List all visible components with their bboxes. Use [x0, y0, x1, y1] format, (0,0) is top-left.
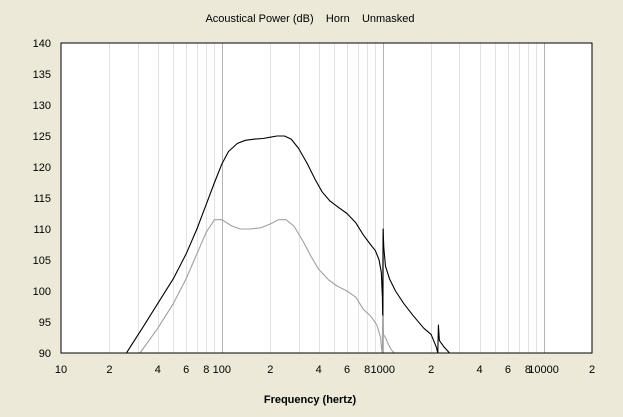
x-tick-label: 6 — [505, 364, 511, 376]
y-tick-label: 115 — [33, 193, 51, 205]
x-tick-label: 6 — [344, 364, 350, 376]
x-tick-label: 2 — [267, 364, 273, 376]
chart-title: Acoustical Power (dB) Horn Unmasked — [205, 13, 414, 25]
x-tick-label: 2 — [428, 364, 434, 376]
x-tick-label: 2 — [106, 364, 112, 376]
y-tick-label: 140 — [33, 38, 51, 50]
y-tick-label: 130 — [33, 100, 51, 112]
y-tick-label: 95 — [39, 317, 51, 329]
x-tick-label: 4 — [316, 364, 322, 376]
x-tick-label: 10 — [55, 364, 67, 376]
x-tick-label: 4 — [477, 364, 483, 376]
x-tick-label: 4 — [155, 364, 161, 376]
plot-frame — [60, 42, 593, 354]
x-tick-label: 1000 — [370, 364, 394, 376]
y-tick-label: 110 — [33, 224, 51, 236]
series-2-line — [139, 219, 395, 354]
plot-area — [61, 43, 592, 353]
series-1-line — [125, 135, 450, 354]
x-tick-label: 8 — [525, 364, 531, 376]
grid-lines — [109, 43, 545, 353]
y-tick-label: 100 — [33, 286, 51, 298]
x-tick-label: 2 — [589, 364, 595, 376]
x-tick-label: 6 — [183, 364, 189, 376]
data-series — [125, 135, 450, 354]
y-tick-label: 90 — [39, 348, 51, 360]
y-tick-label: 135 — [33, 69, 51, 81]
x-tick-label: 8 — [203, 364, 209, 376]
y-tick-label: 125 — [33, 131, 51, 143]
y-axis-ticks: 140 135 130 125 120 115 110 105 100 95 90 — [33, 38, 51, 360]
y-tick-label: 120 — [33, 162, 51, 174]
x-tick-label: 10000 — [528, 364, 559, 376]
x-axis-label: Frequency (hertz) — [264, 394, 357, 406]
x-tick-label: 100 — [213, 364, 231, 376]
y-tick-label: 105 — [33, 255, 51, 267]
x-tick-label: 8 — [364, 364, 370, 376]
